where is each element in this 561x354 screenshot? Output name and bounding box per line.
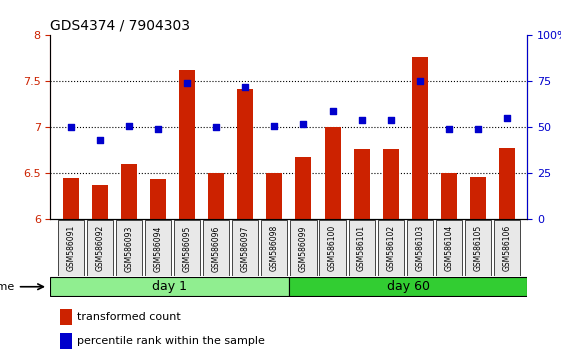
Bar bbox=[179, 70, 195, 219]
Bar bbox=[470, 177, 486, 219]
Bar bbox=[383, 149, 399, 219]
FancyBboxPatch shape bbox=[319, 220, 346, 275]
FancyBboxPatch shape bbox=[50, 277, 289, 296]
Text: GSM586098: GSM586098 bbox=[270, 225, 279, 272]
Text: GSM586102: GSM586102 bbox=[386, 225, 395, 271]
Bar bbox=[60, 309, 72, 325]
FancyBboxPatch shape bbox=[87, 220, 113, 275]
Point bbox=[386, 117, 395, 123]
Point bbox=[241, 84, 250, 90]
FancyBboxPatch shape bbox=[378, 220, 404, 275]
FancyBboxPatch shape bbox=[407, 220, 433, 275]
Text: time: time bbox=[0, 282, 15, 292]
Text: day 1: day 1 bbox=[152, 280, 187, 293]
FancyBboxPatch shape bbox=[174, 220, 200, 275]
Bar bbox=[266, 172, 282, 219]
Text: GSM586100: GSM586100 bbox=[328, 225, 337, 272]
FancyBboxPatch shape bbox=[261, 220, 287, 275]
FancyBboxPatch shape bbox=[116, 220, 142, 275]
Text: day 60: day 60 bbox=[387, 280, 430, 293]
Text: GSM586095: GSM586095 bbox=[183, 225, 192, 272]
FancyBboxPatch shape bbox=[348, 220, 375, 275]
Point bbox=[270, 123, 279, 129]
Bar bbox=[150, 179, 166, 219]
Point bbox=[211, 125, 220, 130]
Text: GSM586096: GSM586096 bbox=[211, 225, 220, 272]
Text: GSM586093: GSM586093 bbox=[125, 225, 134, 272]
Point bbox=[473, 126, 482, 132]
Text: GSM586099: GSM586099 bbox=[299, 225, 308, 272]
Point bbox=[154, 126, 163, 132]
Text: transformed count: transformed count bbox=[77, 312, 181, 322]
FancyBboxPatch shape bbox=[291, 220, 316, 275]
Text: GSM586097: GSM586097 bbox=[241, 225, 250, 272]
Point bbox=[95, 137, 104, 143]
Point bbox=[357, 117, 366, 123]
Bar bbox=[412, 57, 427, 219]
Bar bbox=[60, 333, 72, 349]
FancyBboxPatch shape bbox=[465, 220, 491, 275]
Point bbox=[125, 123, 134, 129]
Text: GSM586104: GSM586104 bbox=[444, 225, 453, 272]
Bar bbox=[296, 157, 311, 219]
Text: GSM586105: GSM586105 bbox=[473, 225, 482, 272]
Bar bbox=[499, 148, 515, 219]
Text: GSM586092: GSM586092 bbox=[95, 225, 104, 272]
FancyBboxPatch shape bbox=[494, 220, 520, 275]
Point bbox=[503, 115, 512, 121]
Bar bbox=[121, 164, 137, 219]
FancyBboxPatch shape bbox=[58, 220, 84, 275]
FancyBboxPatch shape bbox=[145, 220, 171, 275]
Text: GDS4374 / 7904303: GDS4374 / 7904303 bbox=[50, 19, 191, 33]
Text: GSM586106: GSM586106 bbox=[503, 225, 512, 272]
FancyBboxPatch shape bbox=[203, 220, 229, 275]
Point bbox=[415, 79, 424, 84]
Point bbox=[66, 125, 75, 130]
Bar bbox=[441, 172, 457, 219]
Bar bbox=[237, 89, 254, 219]
Point bbox=[299, 121, 308, 127]
Bar bbox=[324, 126, 341, 219]
Bar bbox=[92, 184, 108, 219]
FancyBboxPatch shape bbox=[232, 220, 259, 275]
Text: GSM586094: GSM586094 bbox=[154, 225, 163, 272]
Text: percentile rank within the sample: percentile rank within the sample bbox=[77, 336, 265, 346]
Text: GSM586101: GSM586101 bbox=[357, 225, 366, 271]
Point bbox=[444, 126, 453, 132]
Bar bbox=[353, 149, 370, 219]
FancyBboxPatch shape bbox=[289, 277, 527, 296]
Bar bbox=[63, 178, 79, 219]
Text: GSM586103: GSM586103 bbox=[415, 225, 424, 272]
Text: GSM586091: GSM586091 bbox=[66, 225, 75, 272]
Point bbox=[183, 80, 192, 86]
Bar bbox=[208, 172, 224, 219]
FancyBboxPatch shape bbox=[436, 220, 462, 275]
Point bbox=[328, 108, 337, 114]
